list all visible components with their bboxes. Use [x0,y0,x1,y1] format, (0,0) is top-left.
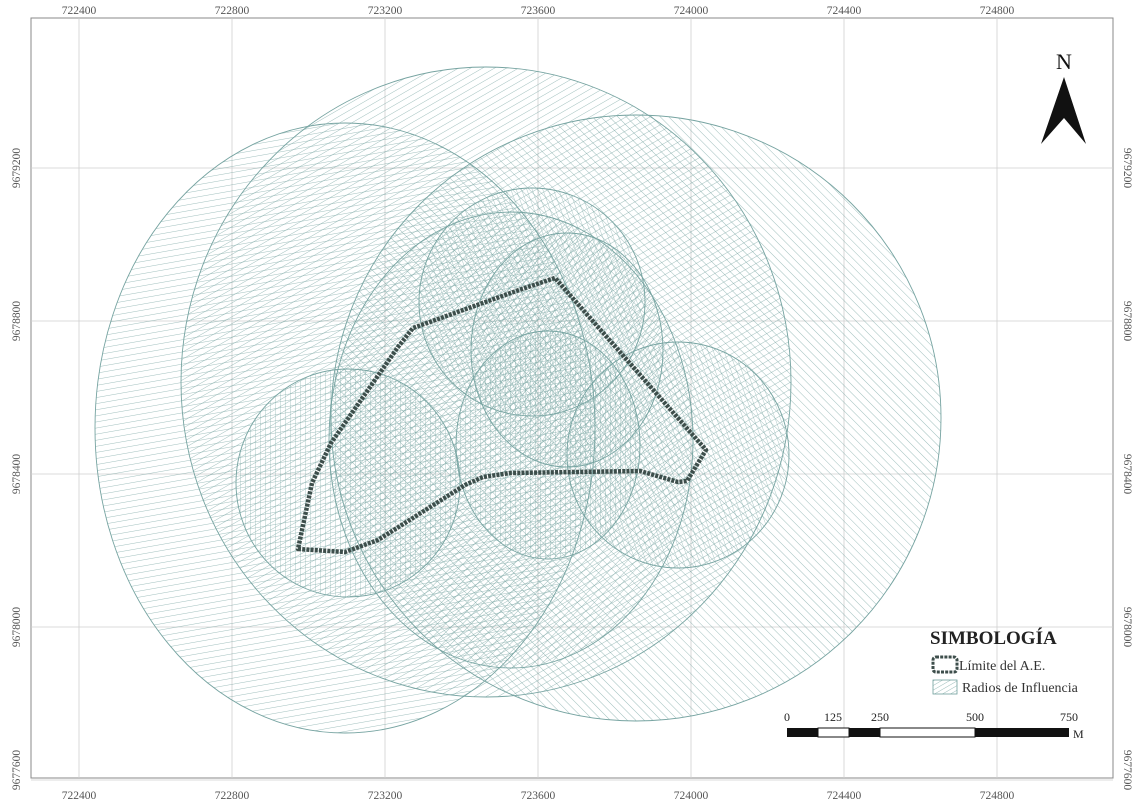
y-tick-labels-left: 9679200 9678800 9678400 9678000 9677600 [11,148,23,791]
x-tick-label-bottom: 722400 [62,790,97,802]
x-tick-label-bottom: 723200 [368,790,403,802]
x-tick-label-top: 723600 [521,5,556,17]
y-tick-label-left: 9679200 [11,148,23,189]
y-tick-label-right: 9678000 [1121,607,1133,648]
x-tick-label-top: 724400 [827,5,862,17]
legend-title: SIMBOLOGÍA [930,627,1057,649]
legend-item-label: Radios de Influencia [962,681,1079,696]
y-tick-label-left: 9678800 [11,301,23,342]
scale-unit: M [1073,727,1084,741]
scale-label: 500 [966,710,984,724]
x-tick-label-top: 722400 [62,5,97,17]
influence-radius-east [566,341,790,569]
x-tick-label-bottom: 723600 [521,790,556,802]
x-tick-label-bottom: 722800 [215,790,250,802]
x-tick-label-top: 724800 [980,5,1015,17]
scale-segment [849,728,880,737]
scale-bar: 0 125 250 500 750 M [784,710,1084,741]
y-tick-label-right: 9679200 [1121,148,1133,189]
x-tick-labels-bottom: 722400 722800 723200 723600 724000 72440… [62,790,1015,802]
influence-radius-west [235,368,461,598]
influence-radii [94,66,942,734]
north-arrow-icon [1041,77,1086,144]
x-tick-label-bottom: 724800 [980,790,1015,802]
y-tick-label-right: 9677600 [1121,750,1133,791]
scale-label: 750 [1060,710,1078,724]
x-tick-labels-top: 722400 722800 723200 723600 724000 72440… [62,5,1015,17]
y-tick-label-left: 9678400 [11,454,23,495]
scale-segment [879,727,976,738]
legend-item-label: Límite del A.E. [959,659,1045,674]
y-tick-label-right: 9678400 [1121,454,1133,495]
x-tick-label-top: 724000 [674,5,709,17]
scale-label: 250 [871,710,889,724]
x-tick-label-top: 722800 [215,5,250,17]
scale-label: 125 [824,710,842,724]
scale-label: 0 [784,710,790,724]
scale-segment [975,728,1069,737]
scale-segment [817,727,850,738]
legend-radius-swatch [932,679,958,695]
y-tick-label-left: 9678000 [11,607,23,648]
x-tick-label-top: 723200 [368,5,403,17]
north-label: N [1056,49,1072,74]
y-tick-labels-right: 9679200 9678800 9678400 9678000 9677600 [1121,148,1133,791]
legend-boundary-swatch [931,655,959,674]
x-tick-label-bottom: 724000 [674,790,709,802]
legend: SIMBOLOGÍA Límite del A.E. Radios de Inf… [930,627,1079,696]
north-arrow: N [1041,49,1086,144]
scale-segment [787,728,818,737]
x-tick-label-bottom: 724400 [827,790,862,802]
y-tick-label-left: 9677600 [11,750,23,791]
y-tick-label-right: 9678800 [1121,301,1133,342]
